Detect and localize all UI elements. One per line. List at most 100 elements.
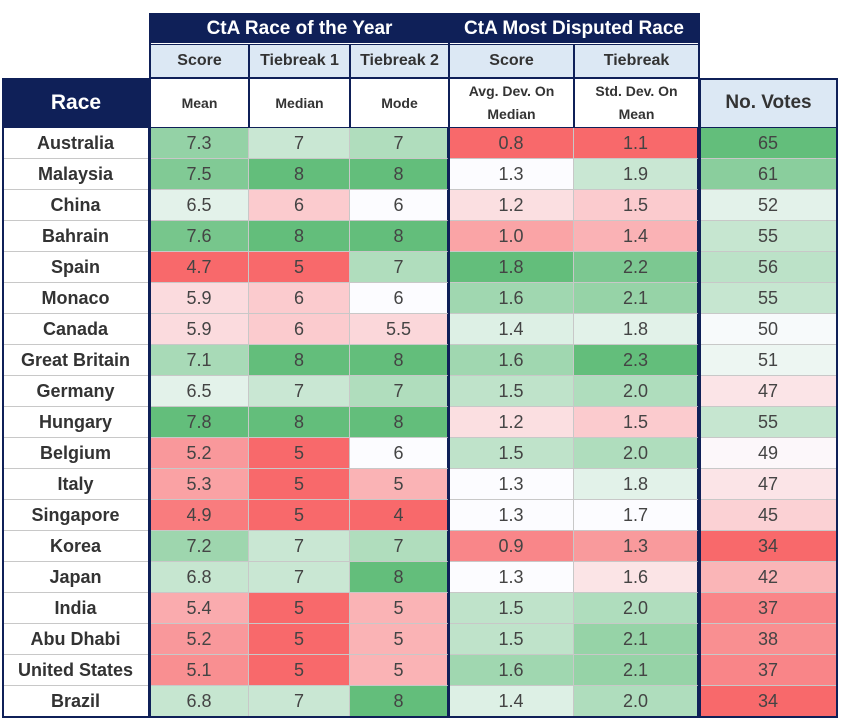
subheader-tiebreak-1: Tiebreak 1 [249,44,350,78]
value-cell-votes: 50 [699,314,838,345]
value-cell-mean: 7.2 [150,531,249,562]
value-cell-votes: 34 [699,686,838,717]
value-cell-votes: 51 [699,345,838,376]
value-cell-mode: 5 [350,593,449,624]
value-cell-mean: 6.8 [150,562,249,593]
subheader-tiebreak-2: Tiebreak 2 [350,44,449,78]
std-dev-label-line1: Std. Dev. On [595,83,678,99]
value-cell-median: 7 [249,562,350,593]
value-cell-median: 5 [249,655,350,686]
race-name-cell: Malaysia [2,159,150,190]
column-header-race: Race [2,78,150,128]
value-cell-votes: 38 [699,624,838,655]
value-cell-votes: 61 [699,159,838,190]
value-cell-median: 8 [249,345,350,376]
value-cell-votes: 42 [699,562,838,593]
value-cell-mean: 7.5 [150,159,249,190]
race-name-cell: Hungary [2,407,150,438]
value-cell-median: 8 [249,221,350,252]
value-cell-votes: 65 [699,128,838,159]
value-cell-median: 6 [249,190,350,221]
race-name-cell: Germany [2,376,150,407]
value-cell-std-dev: 1.8 [574,314,699,345]
column-header-mode: Mode [350,78,449,128]
value-cell-median: 7 [249,531,350,562]
value-cell-avg-dev: 1.8 [449,252,574,283]
value-cell-median: 5 [249,252,350,283]
value-cell-median: 5 [249,593,350,624]
value-cell-median: 7 [249,128,350,159]
value-cell-mode: 6 [350,190,449,221]
value-cell-mean: 6.8 [150,686,249,717]
value-cell-avg-dev: 1.5 [449,593,574,624]
value-cell-avg-dev: 1.3 [449,159,574,190]
subheader-score-2: Score [449,44,574,78]
value-cell-std-dev: 2.1 [574,624,699,655]
value-cell-mode: 7 [350,376,449,407]
value-cell-votes: 55 [699,221,838,252]
value-cell-avg-dev: 1.5 [449,376,574,407]
value-cell-mean: 4.9 [150,500,249,531]
value-cell-mode: 8 [350,562,449,593]
value-cell-std-dev: 2.1 [574,655,699,686]
value-cell-std-dev: 2.1 [574,283,699,314]
value-cell-votes: 47 [699,469,838,500]
value-cell-mode: 6 [350,438,449,469]
race-name-cell: United States [2,655,150,686]
value-cell-median: 7 [249,376,350,407]
value-cell-mode: 5 [350,469,449,500]
race-name-cell: Italy [2,469,150,500]
avg-dev-label-line1: Avg. Dev. On [468,83,555,99]
race-name-cell: Canada [2,314,150,345]
value-cell-mean: 5.1 [150,655,249,686]
value-cell-votes: 55 [699,283,838,314]
std-dev-label-line2: Mean [618,106,655,122]
value-cell-std-dev: 1.9 [574,159,699,190]
race-name-cell: Abu Dhabi [2,624,150,655]
value-cell-votes: 37 [699,655,838,686]
column-header-mean: Mean [150,78,249,128]
group-header-most-disputed: CtA Most Disputed Race [449,13,699,44]
value-cell-avg-dev: 1.3 [449,562,574,593]
value-cell-mean: 5.4 [150,593,249,624]
value-cell-mode: 5 [350,624,449,655]
value-cell-median: 5 [249,624,350,655]
value-cell-avg-dev: 1.6 [449,283,574,314]
value-cell-avg-dev: 1.4 [449,314,574,345]
value-cell-mean: 7.1 [150,345,249,376]
value-cell-std-dev: 1.7 [574,500,699,531]
group-header-race-of-year: CtA Race of the Year [150,13,449,44]
value-cell-std-dev: 1.1 [574,128,699,159]
value-cell-mode: 8 [350,345,449,376]
value-cell-mean: 7.3 [150,128,249,159]
value-cell-mean: 5.2 [150,624,249,655]
value-cell-median: 6 [249,283,350,314]
value-cell-votes: 49 [699,438,838,469]
value-cell-median: 5 [249,469,350,500]
value-cell-mean: 5.9 [150,314,249,345]
avg-dev-label-line2: Median [487,106,536,122]
value-cell-mode: 8 [350,221,449,252]
value-cell-votes: 52 [699,190,838,221]
value-cell-std-dev: 2.2 [574,252,699,283]
value-cell-std-dev: 2.0 [574,376,699,407]
value-cell-avg-dev: 1.3 [449,500,574,531]
value-cell-std-dev: 1.6 [574,562,699,593]
value-cell-votes: 37 [699,593,838,624]
value-cell-mode: 8 [350,407,449,438]
value-cell-std-dev: 2.0 [574,593,699,624]
value-cell-votes: 45 [699,500,838,531]
value-cell-median: 8 [249,407,350,438]
value-cell-mode: 5.5 [350,314,449,345]
value-cell-mode: 7 [350,128,449,159]
value-cell-votes: 56 [699,252,838,283]
value-cell-avg-dev: 1.6 [449,655,574,686]
value-cell-std-dev: 2.3 [574,345,699,376]
column-header-votes: No. Votes [699,78,838,128]
value-cell-std-dev: 1.4 [574,221,699,252]
value-cell-median: 8 [249,159,350,190]
value-cell-median: 7 [249,686,350,717]
value-cell-mean: 5.3 [150,469,249,500]
value-cell-mode: 6 [350,283,449,314]
value-cell-mode: 7 [350,531,449,562]
